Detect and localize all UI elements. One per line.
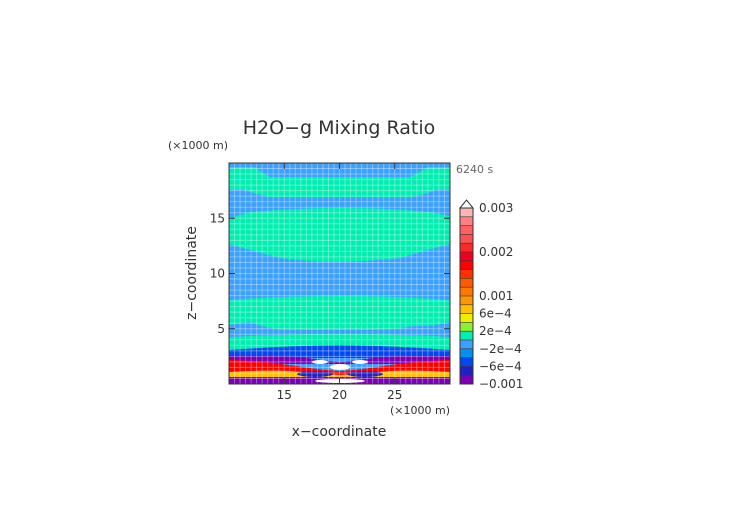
y-axis-label: z−coordinate [184,226,200,320]
upper-band-main [229,208,450,262]
colorbar-tick-label: −6e−4 [479,359,522,373]
near-surface-red [229,360,450,375]
colorbar-tick-label: 2e−4 [479,324,512,338]
chart-title: H2O−g Mixing Ratio [243,117,435,139]
y-tick-label: 15 [210,211,225,225]
colorbar-swatch [460,243,473,252]
near-surface-orange [229,370,450,377]
time-label: 6240 s [456,163,493,176]
near-surface-core-right [347,371,383,377]
colorbar-swatch [460,322,473,332]
colorbar-swatch [460,331,473,340]
colorbar-tick-label: 0.003 [479,201,513,215]
colorbar-swatch [460,216,473,226]
colorbar-labels: 0.003 0.002 0.001 6e−4 2e−4 −2e−4 −6e−4 −0.001 [479,201,523,391]
colorbar-swatch [460,278,473,288]
upper-band-top [229,167,450,197]
colorbar-tick-label: −0.001 [479,377,523,391]
colorbar-swatch [460,296,473,305]
colorbar-tick-label: 6e−4 [479,307,512,321]
grid-lines [229,163,450,384]
colorbar-tick-label: 0.002 [479,245,513,259]
colorbar-extend-arrow [458,199,475,209]
lower-band-green [229,334,450,350]
colorbar-tick-label: 0.001 [479,289,513,303]
colorbar-swatch [460,375,473,384]
y-tick-label: 10 [210,267,225,281]
colorbar-swatch [460,287,473,296]
y-tick-labels: 5 10 15 [210,211,225,336]
colorbar-tick-label: −2e−4 [479,342,522,356]
y-axis-unit: (×1000 m) [168,139,228,152]
axis-ticks [229,163,450,384]
near-surface-purple [229,355,450,364]
x-tick-label: 25 [387,388,402,402]
colorbar-swatch [460,225,473,235]
colorbar-swatch [460,348,473,358]
colorbar-swatch [460,357,473,367]
x-tick-label: 20 [332,388,347,402]
x-axis-unit: (×1000 m) [390,404,450,417]
colorbar-swatch [460,304,473,314]
x-axis-label: x−coordinate [292,424,387,440]
colorbar-swatch [460,269,473,279]
colorbar-frame [459,207,474,385]
colorbar-swatch [460,260,473,270]
plot-frame [228,162,451,385]
colorbar-swatch [460,208,473,217]
colorbar-swatch [460,252,473,261]
near-surface-core-white-center [330,364,350,370]
colorbar [458,199,475,385]
near-surface-core-white-right [352,360,368,364]
near-surface-core-white-left [312,360,328,364]
x-tick-label: 15 [277,388,292,402]
plot-area [228,162,451,385]
y-tick-label: 5 [217,322,225,336]
colorbar-swatch [460,366,473,376]
colorbar-swatch [460,340,473,349]
near-surface-core-left [297,371,333,377]
middle-band [229,296,450,330]
colorbar-swatch [460,313,473,323]
x-tick-labels: 15 20 25 [277,388,403,402]
colorbar-swatch [460,234,473,244]
lower-band-blue [229,345,450,358]
